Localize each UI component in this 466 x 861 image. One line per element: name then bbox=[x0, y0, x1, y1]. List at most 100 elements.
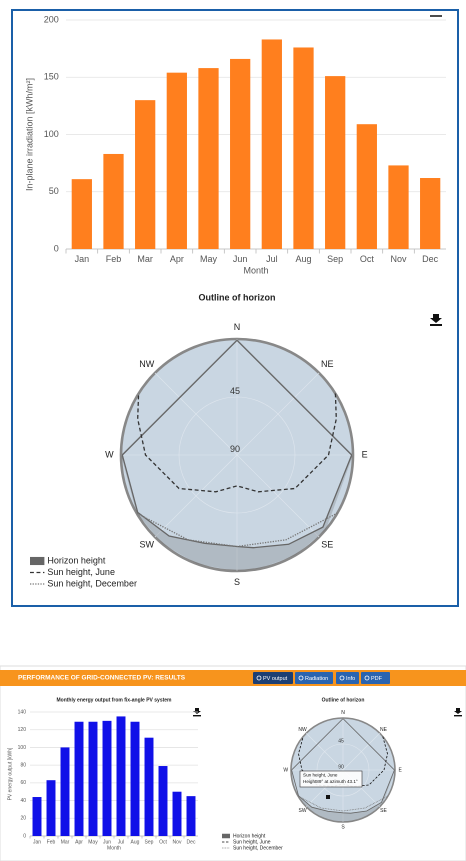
x-tick-label: Oct bbox=[159, 839, 167, 845]
grid-center bbox=[342, 769, 344, 771]
x-tick-label: Dec bbox=[187, 839, 196, 845]
legend-swatch bbox=[222, 833, 230, 839]
x-tick-label: Aug bbox=[131, 839, 140, 845]
legend-swatch bbox=[30, 556, 45, 566]
chart-title: Outline of horizon bbox=[322, 697, 365, 703]
tab-button[interactable] bbox=[253, 672, 293, 684]
angle-label: N bbox=[341, 710, 345, 716]
download-icon[interactable] bbox=[193, 708, 201, 717]
bar bbox=[144, 737, 154, 836]
bar bbox=[135, 100, 156, 250]
y-tick-label: 80 bbox=[20, 762, 26, 768]
legend-label: Sun height, June bbox=[233, 839, 271, 845]
tab-button-label: Info bbox=[346, 676, 355, 682]
angle-label: E bbox=[362, 449, 368, 459]
y-tick-label: 40 bbox=[20, 798, 26, 804]
r-tick-label: 45 bbox=[230, 386, 240, 396]
y-tick-label: 0 bbox=[23, 833, 26, 839]
r-tick-label: 45 bbox=[338, 738, 344, 744]
bar bbox=[71, 179, 92, 249]
x-tick-label: Jun bbox=[103, 839, 111, 845]
bar bbox=[293, 47, 314, 250]
button-icon bbox=[339, 675, 345, 681]
button-icon bbox=[256, 675, 262, 681]
download-icon[interactable] bbox=[454, 708, 462, 717]
angle-label: NE bbox=[380, 727, 388, 733]
angle-label: SW bbox=[299, 808, 307, 814]
y-tick-label: 0 bbox=[54, 243, 59, 253]
bar bbox=[88, 721, 98, 836]
x-tick-label: Jun bbox=[233, 254, 248, 264]
bar bbox=[130, 721, 140, 836]
bar bbox=[32, 797, 42, 836]
angle-label: N bbox=[234, 322, 241, 332]
tab-button[interactable] bbox=[295, 672, 333, 684]
horizon-area bbox=[121, 339, 353, 571]
horizon-area bbox=[291, 718, 395, 822]
angle-label: SE bbox=[380, 808, 387, 814]
x-tick-label: Oct bbox=[360, 254, 375, 264]
series-line bbox=[136, 512, 338, 548]
x-tick-label: Sep bbox=[145, 839, 154, 845]
bar bbox=[186, 796, 196, 836]
bar bbox=[172, 791, 182, 836]
y-tick-label: 100 bbox=[18, 745, 27, 751]
angle-label: S bbox=[341, 825, 345, 831]
button-icon bbox=[364, 675, 370, 681]
y-tick-label: 150 bbox=[44, 72, 59, 82]
bar bbox=[46, 780, 56, 836]
x-tick-label: Dec bbox=[422, 254, 439, 264]
y-axis-label: In-plane irradiation [kWh/m²] bbox=[24, 78, 34, 191]
x-tick-label: Feb bbox=[47, 839, 56, 845]
legend-label: Horizon height bbox=[47, 555, 106, 565]
x-tick-label: Apr bbox=[75, 839, 83, 845]
y-axis-label: PV energy output [kWh] bbox=[7, 747, 13, 800]
chart-title: Outline of horizon bbox=[199, 292, 276, 302]
bar bbox=[116, 716, 126, 836]
legend-label: Sun height, December bbox=[233, 845, 283, 851]
y-tick-label: 120 bbox=[18, 727, 27, 733]
x-tick-label: Nov bbox=[173, 839, 182, 845]
bar bbox=[198, 68, 219, 249]
bar bbox=[325, 76, 346, 249]
y-tick-label: 20 bbox=[20, 816, 26, 822]
y-tick-label: 200 bbox=[44, 14, 59, 24]
x-tick-label: Aug bbox=[295, 254, 311, 264]
x-tick-label: May bbox=[200, 254, 218, 264]
grid-ring bbox=[316, 743, 370, 797]
tooltip-text: Sun height, June bbox=[303, 773, 338, 778]
chart-title: Monthly energy output from fix-angle PV … bbox=[56, 697, 172, 703]
download-icon[interactable] bbox=[430, 314, 442, 326]
results-title: PERFORMANCE OF GRID-CONNECTED PV: RESULT… bbox=[18, 675, 186, 682]
tab-button[interactable] bbox=[361, 672, 390, 684]
angle-label: NW bbox=[139, 359, 154, 369]
x-tick-label: May bbox=[88, 839, 98, 845]
angle-label: W bbox=[105, 449, 114, 459]
angle-label: NE bbox=[321, 359, 334, 369]
x-tick-label: Apr bbox=[170, 254, 184, 264]
bar bbox=[74, 721, 84, 836]
grid-center bbox=[236, 454, 238, 456]
bar bbox=[103, 153, 124, 249]
tab-button-label: Radiation bbox=[305, 676, 328, 682]
x-axis-label: Month bbox=[107, 846, 121, 852]
bar bbox=[261, 39, 282, 250]
angle-label: S bbox=[234, 577, 240, 587]
tab-button-label: PV output bbox=[263, 676, 288, 682]
series-line bbox=[137, 393, 337, 493]
tab-button-label: PDF bbox=[371, 676, 383, 682]
bar bbox=[388, 165, 409, 249]
angle-label: E bbox=[399, 767, 403, 773]
angle-label: W bbox=[283, 767, 288, 773]
legend-label: Horizon height bbox=[233, 833, 266, 839]
y-tick-label: 60 bbox=[20, 780, 26, 786]
angle-label: SE bbox=[321, 540, 333, 550]
x-tick-label: Jul bbox=[118, 839, 124, 845]
x-tick-label: Mar bbox=[137, 254, 153, 264]
r-tick-label: 90 bbox=[230, 444, 240, 454]
tooltip-box bbox=[299, 770, 363, 788]
tooltip-point bbox=[326, 795, 330, 799]
tab-button[interactable] bbox=[336, 672, 359, 684]
x-tick-label: Mar bbox=[61, 839, 70, 845]
